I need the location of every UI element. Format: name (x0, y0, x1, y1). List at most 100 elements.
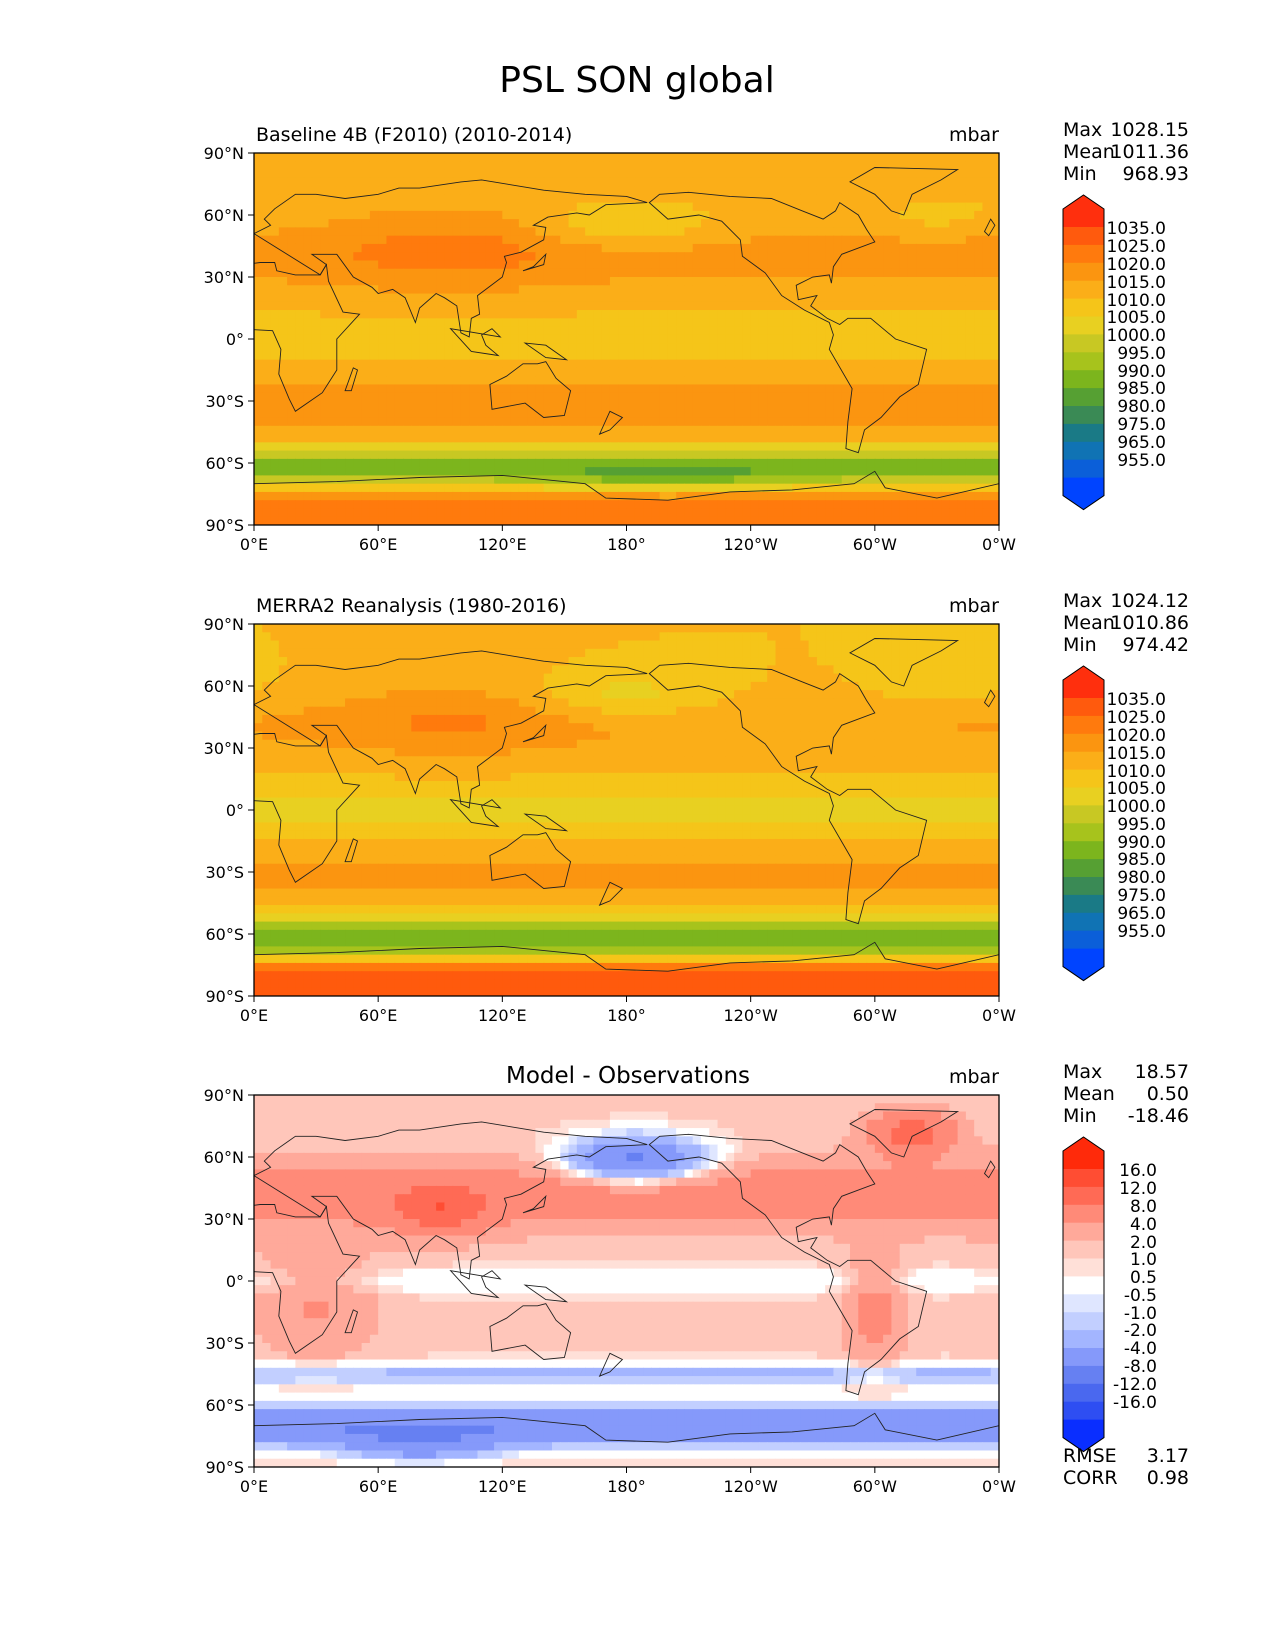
field-cell (866, 640, 876, 650)
field-cell (527, 442, 537, 452)
field-cell (783, 665, 793, 675)
field-cell (949, 318, 959, 328)
field-cell (394, 425, 404, 435)
field-cell (518, 392, 528, 402)
field-cell (725, 301, 735, 311)
field-cell (742, 235, 752, 245)
field-cell (427, 673, 437, 683)
field-cell (543, 161, 553, 171)
field-cell (386, 268, 396, 278)
field-cell (452, 326, 462, 336)
field-cell (891, 681, 901, 691)
field-cell (287, 392, 296, 402)
field-cell (891, 384, 901, 394)
field-cell (527, 425, 537, 435)
field-cell (336, 301, 346, 311)
field-cell (982, 434, 992, 443)
field-cell (767, 301, 777, 311)
field-cell (618, 698, 628, 708)
field-cell (543, 434, 553, 443)
field-cell (270, 334, 280, 344)
field-cell (510, 673, 520, 683)
field-cell (974, 153, 984, 162)
field-cell (485, 624, 495, 633)
field-cell (990, 161, 999, 171)
field-cell (576, 698, 586, 708)
field-cell (717, 673, 727, 683)
field-cell (825, 392, 835, 402)
field-cell (386, 500, 396, 510)
field-cell (444, 500, 454, 510)
field-cell (552, 277, 561, 286)
field-cell (974, 434, 984, 443)
field-cell (336, 401, 346, 410)
field-cell (907, 516, 917, 525)
field-cell (328, 318, 338, 328)
field-cell (510, 640, 520, 650)
field-cell (452, 508, 462, 518)
field-cell (800, 194, 810, 204)
field-cell (717, 219, 727, 228)
field-cell (460, 632, 470, 642)
field-cell (436, 698, 445, 708)
field-cell (378, 392, 388, 402)
field-cell (311, 690, 321, 699)
field-cell (609, 508, 619, 518)
field-cell (444, 624, 454, 633)
field-cell (287, 243, 296, 253)
field-cell (576, 624, 586, 633)
field-cell (866, 500, 876, 510)
field-cell (287, 210, 296, 220)
field-cell (560, 318, 570, 328)
field-cell (543, 268, 553, 278)
field-cell (758, 334, 768, 344)
field-cell (601, 318, 611, 328)
field-cell (618, 665, 628, 675)
field-cell (874, 392, 884, 402)
field-cell (850, 376, 859, 386)
field-cell (419, 293, 429, 303)
field-cell (436, 434, 445, 443)
field-cell (353, 442, 363, 452)
field-cell (452, 632, 462, 642)
field-cell (725, 483, 735, 493)
field-cell (775, 392, 785, 402)
field-cell (974, 665, 984, 675)
field-cell (403, 632, 412, 642)
field-cell (982, 401, 992, 410)
field-cell (494, 409, 503, 419)
field-cell (618, 293, 628, 303)
field-cell (667, 310, 677, 319)
field-cell (378, 401, 388, 410)
field-cell (403, 260, 412, 270)
field-cell (369, 252, 379, 262)
field-cell (386, 401, 396, 410)
field-cell (825, 458, 835, 468)
field-cell (469, 359, 479, 369)
field-cell (858, 500, 868, 510)
field-cell (965, 483, 975, 493)
field-cell (427, 260, 437, 270)
field-cell (469, 491, 479, 501)
field-cell (552, 508, 561, 518)
colorbar-segment (1063, 459, 1104, 478)
field-cell (725, 425, 735, 435)
field-cell (965, 310, 975, 319)
field-cell (527, 632, 537, 642)
field-cell (957, 227, 967, 237)
field-cell (767, 648, 777, 658)
field-cell (303, 194, 313, 204)
field-cell (345, 343, 354, 352)
field-cell (982, 334, 992, 344)
field-cell (419, 326, 429, 336)
field-cell (941, 665, 950, 675)
field-cell (328, 458, 338, 468)
field-cell (353, 202, 363, 212)
field-cell (924, 301, 934, 311)
field-cell (320, 202, 330, 212)
field-cell (328, 210, 338, 220)
field-cell (262, 268, 272, 278)
field-cell (924, 690, 934, 699)
field-cell (502, 219, 512, 228)
field-cell (676, 334, 686, 344)
